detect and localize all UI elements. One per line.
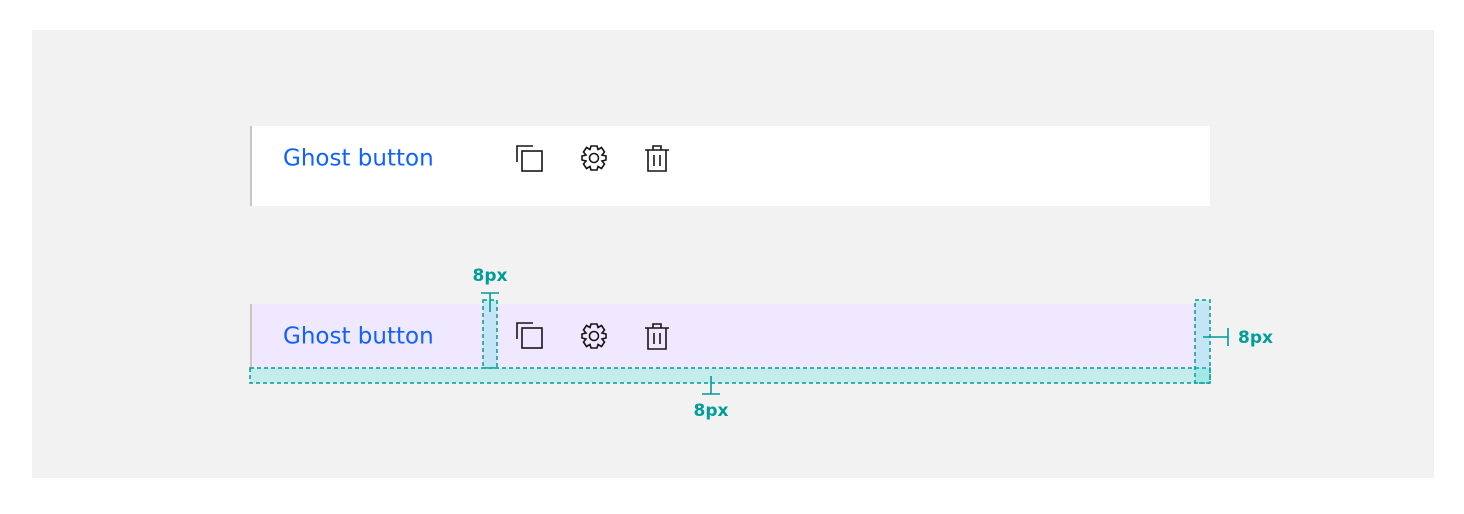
- left-border: [250, 126, 252, 206]
- gap-marker: [481, 292, 499, 312]
- right-label: 8px: [1238, 328, 1273, 348]
- bottom-marker: [702, 376, 720, 395]
- bottom-spacing: [249, 367, 1211, 384]
- delete-icon[interactable]: [645, 145, 669, 172]
- button-set-spec: Ghost button 8px 8px 8px: [249, 266, 1273, 421]
- panel: [32, 30, 1434, 478]
- ghost-button[interactable]: Ghost button: [283, 146, 434, 172]
- button-set-bg: [250, 304, 1210, 368]
- settings-icon[interactable]: [581, 145, 607, 171]
- settings-icon[interactable]: [581, 323, 607, 349]
- left-border: [250, 304, 252, 368]
- bottom-label: 8px: [694, 401, 729, 421]
- button-set: Ghost button: [250, 126, 1210, 206]
- copy-icon[interactable]: [516, 322, 543, 349]
- delete-icon[interactable]: [645, 323, 669, 350]
- copy-icon[interactable]: [516, 145, 543, 172]
- right-spacing: [1194, 299, 1211, 384]
- button-set-bg: [250, 126, 1210, 206]
- ghost-button[interactable]: Ghost button: [283, 324, 434, 350]
- right-marker: [1203, 328, 1229, 346]
- gap-label: 8px: [473, 266, 508, 286]
